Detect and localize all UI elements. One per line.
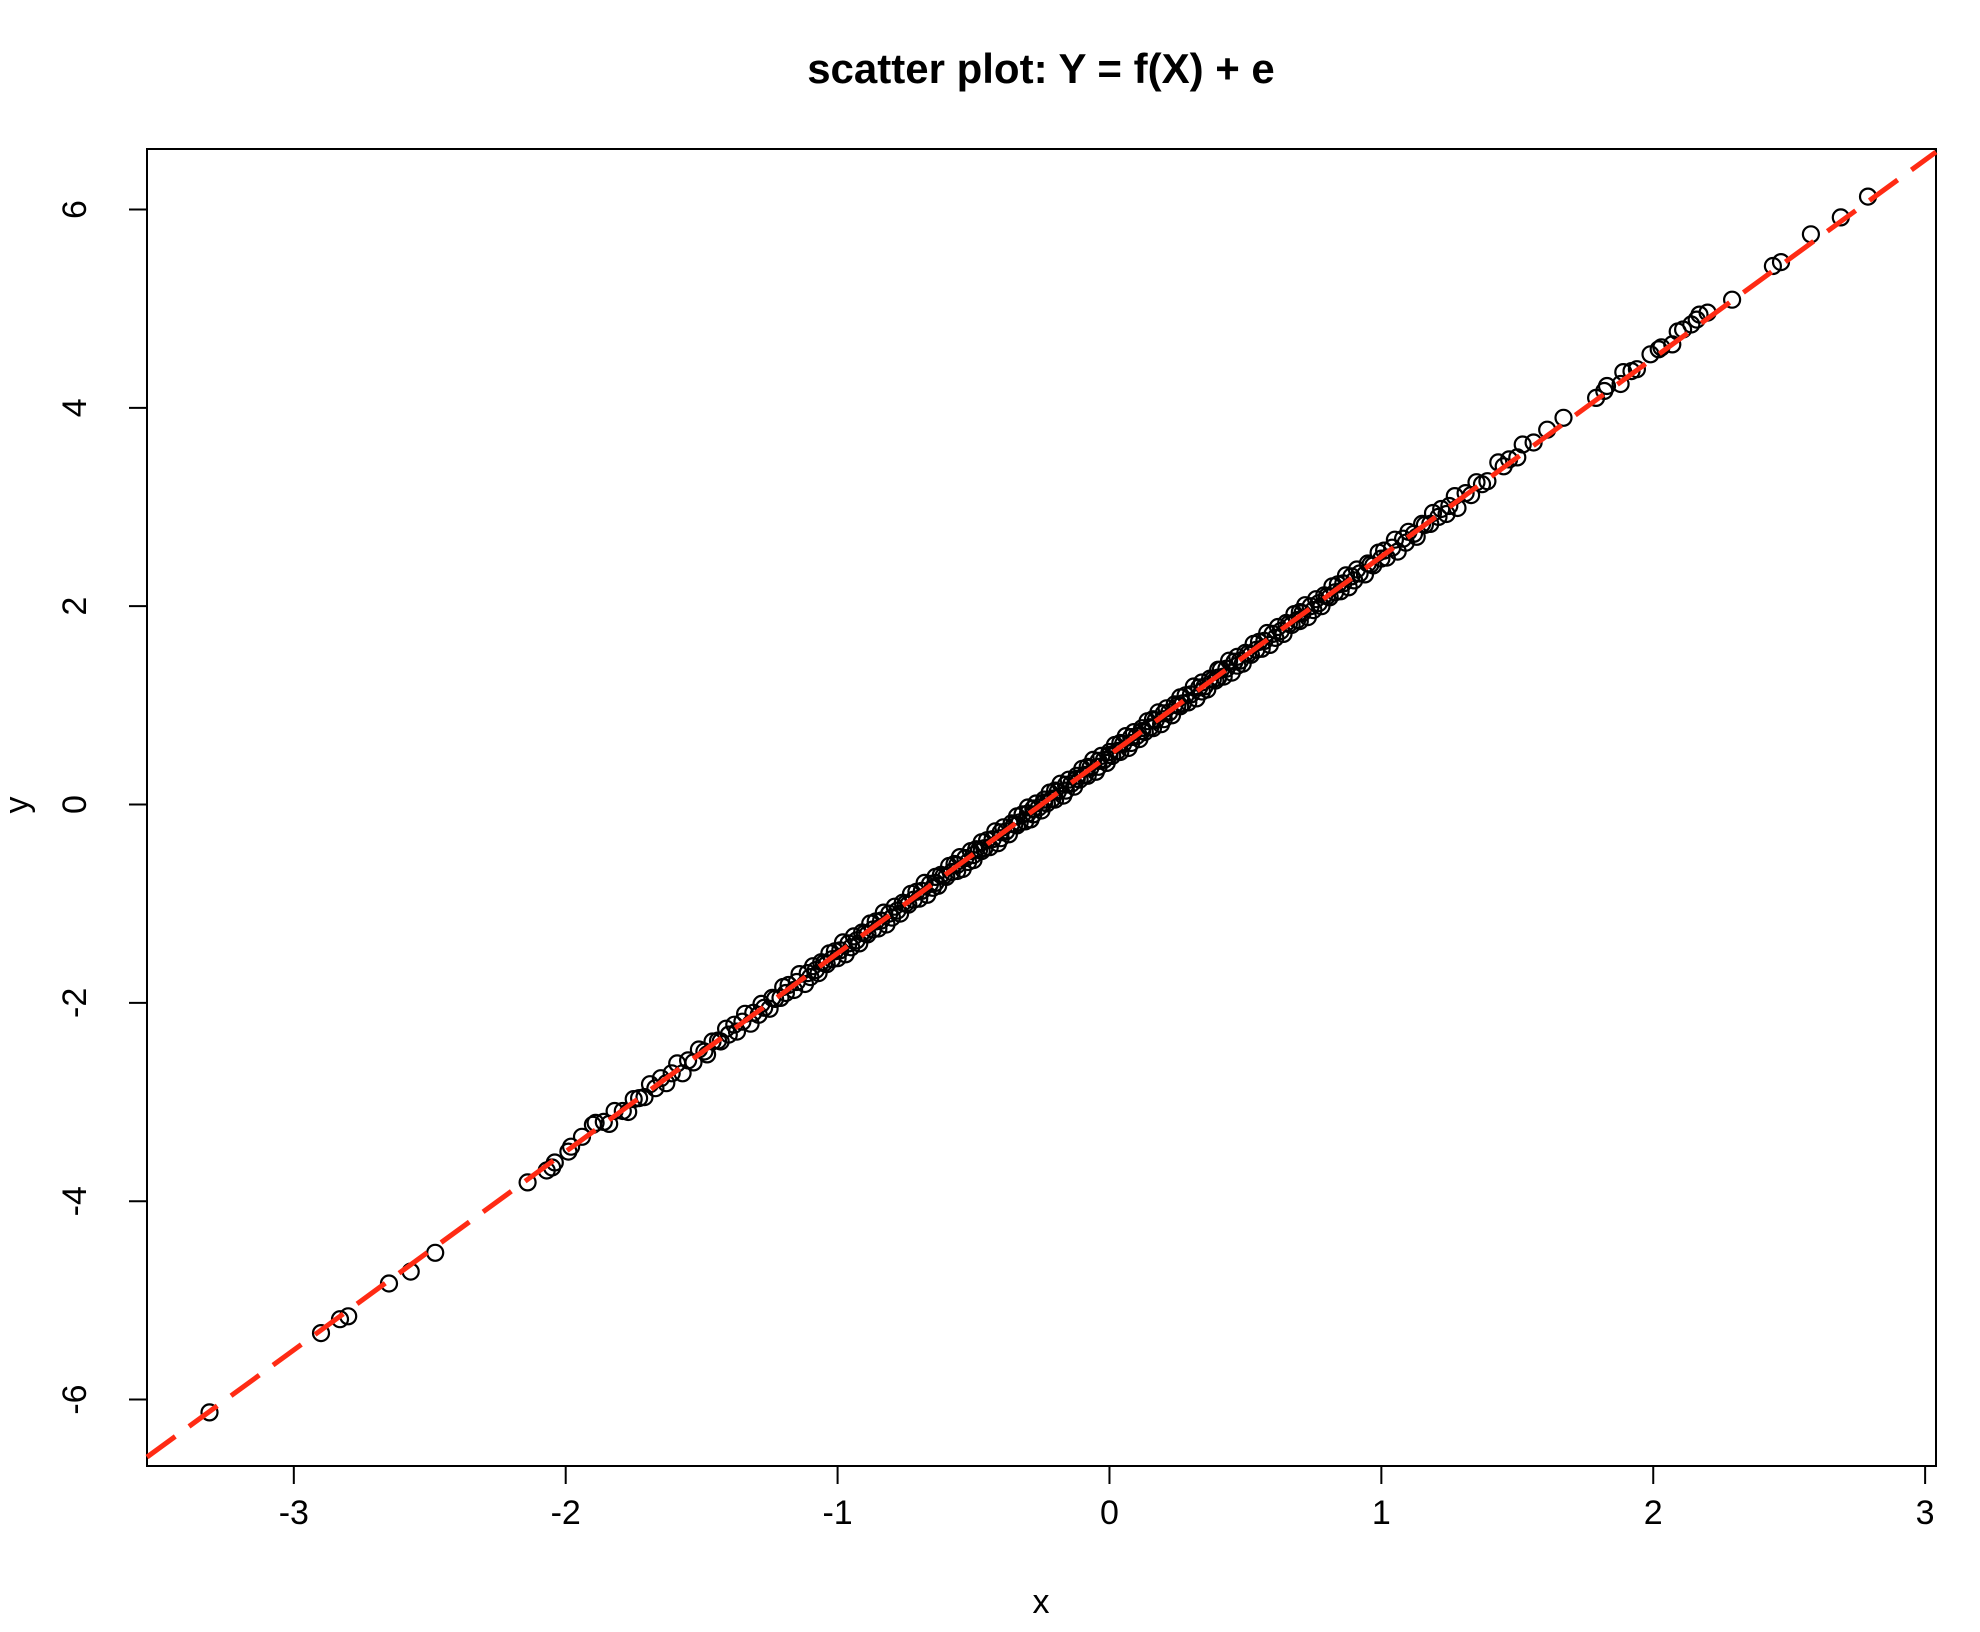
data-point <box>1385 530 1405 549</box>
y-tick-label: 4 <box>56 398 94 417</box>
x-tick-label: -2 <box>551 1494 581 1532</box>
data-point <box>1611 374 1630 394</box>
data-point <box>1437 504 1456 524</box>
x-axis-label: x <box>1033 1583 1050 1621</box>
x-axis-ticks: -3 -2 -1 0 1 2 3 <box>279 1466 1935 1532</box>
fit-line-dashed <box>145 149 1938 1460</box>
data-point <box>776 983 796 1003</box>
y-tick-label: 0 <box>56 795 94 814</box>
data-point <box>1801 225 1821 244</box>
x-tick-label: 3 <box>1916 1494 1935 1532</box>
data-point <box>1554 408 1573 427</box>
y-axis-label: y <box>0 797 36 814</box>
y-tick-label: 2 <box>56 597 94 616</box>
regression-line <box>145 149 1938 1460</box>
data-point <box>1513 435 1532 454</box>
y-tick-label: 6 <box>56 200 94 219</box>
data-point <box>200 1403 219 1422</box>
data-point <box>311 1323 331 1343</box>
data-point <box>719 1025 738 1044</box>
data-point <box>1429 507 1448 527</box>
data-point <box>646 1079 665 1098</box>
data-point <box>426 1243 445 1262</box>
y-tick-label: -2 <box>56 988 94 1018</box>
data-point <box>1320 588 1339 607</box>
y-tick-label: -4 <box>56 1186 94 1216</box>
data-point <box>561 1137 581 1156</box>
data-point <box>662 1064 681 1083</box>
x-tick-label: 0 <box>1100 1494 1119 1532</box>
data-point <box>1627 360 1647 379</box>
data-point <box>937 867 956 887</box>
data-point <box>1722 290 1742 309</box>
data-point <box>1478 472 1497 491</box>
data-point <box>1690 305 1709 324</box>
data-point <box>1597 376 1617 396</box>
x-tick-label: -1 <box>822 1494 852 1532</box>
data-point <box>858 925 877 944</box>
data-point <box>733 1012 752 1031</box>
x-tick-label: -3 <box>279 1494 309 1532</box>
y-axis-ticks: -6 -4 -2 0 2 4 6 <box>56 200 147 1415</box>
data-point <box>771 988 790 1008</box>
data-point <box>899 895 918 914</box>
x-tick-label: 2 <box>1644 1494 1663 1532</box>
data-point <box>518 1173 537 1192</box>
data-point <box>1440 496 1459 516</box>
chart-title: scatter plot: Y = f(X) + e <box>807 45 1275 92</box>
y-tick-label: -6 <box>56 1384 94 1414</box>
plot-area-border <box>146 148 1937 1467</box>
x-tick-label: 1 <box>1372 1494 1391 1532</box>
